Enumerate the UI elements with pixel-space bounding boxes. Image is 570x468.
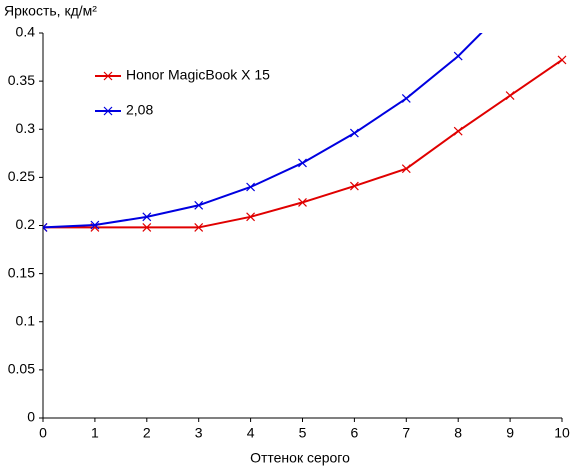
x-tick-label: 2 bbox=[143, 425, 151, 441]
x-tick-label: 9 bbox=[506, 425, 514, 441]
legend-label: Honor MagicBook X 15 bbox=[126, 67, 270, 83]
x-tick-label: 8 bbox=[454, 425, 462, 441]
marker bbox=[103, 106, 113, 116]
y-tick-label: 0.1 bbox=[16, 312, 36, 328]
marker bbox=[90, 220, 100, 230]
x-tick-label: 4 bbox=[247, 425, 255, 441]
y-tick-label: 0.05 bbox=[8, 361, 35, 377]
x-tick-label: 7 bbox=[402, 425, 410, 441]
x-tick-label: 0 bbox=[39, 425, 47, 441]
y-axis-title: Яркость, кд/м² bbox=[4, 3, 97, 19]
marker bbox=[349, 181, 359, 191]
marker bbox=[401, 94, 411, 103]
x-axis-title: Оттенок серого bbox=[250, 450, 350, 466]
x-tick-label: 3 bbox=[195, 425, 203, 441]
marker bbox=[506, 0, 514, 8]
x-tick-label: 6 bbox=[351, 425, 359, 441]
marker bbox=[349, 128, 359, 138]
y-tick-label: 0.35 bbox=[8, 72, 35, 88]
marker bbox=[298, 197, 307, 207]
series-line bbox=[43, 33, 483, 229]
y-tick-label: 0.4 bbox=[16, 24, 36, 40]
marker bbox=[194, 223, 204, 232]
y-tick-label: 0.15 bbox=[8, 264, 35, 280]
marker bbox=[505, 91, 515, 100]
marker bbox=[246, 212, 256, 222]
legend-label: 2,08 bbox=[126, 102, 153, 118]
marker bbox=[194, 200, 204, 210]
y-tick-label: 0 bbox=[27, 409, 35, 425]
marker bbox=[103, 71, 113, 81]
x-tick-label: 1 bbox=[91, 425, 99, 441]
y-tick-label: 0.2 bbox=[16, 216, 36, 232]
marker bbox=[298, 158, 307, 168]
x-tick-label: 5 bbox=[299, 425, 307, 441]
marker bbox=[453, 126, 463, 136]
y-tick-label: 0.25 bbox=[8, 168, 35, 184]
plot-area bbox=[43, 0, 567, 232]
marker bbox=[557, 55, 567, 65]
marker bbox=[43, 223, 48, 232]
y-tick-label: 0.3 bbox=[16, 120, 36, 136]
marker bbox=[142, 223, 152, 232]
marker bbox=[142, 212, 152, 222]
marker bbox=[246, 182, 256, 192]
marker bbox=[401, 164, 411, 174]
marker bbox=[453, 51, 463, 61]
x-tick-label: 10 bbox=[554, 425, 570, 441]
